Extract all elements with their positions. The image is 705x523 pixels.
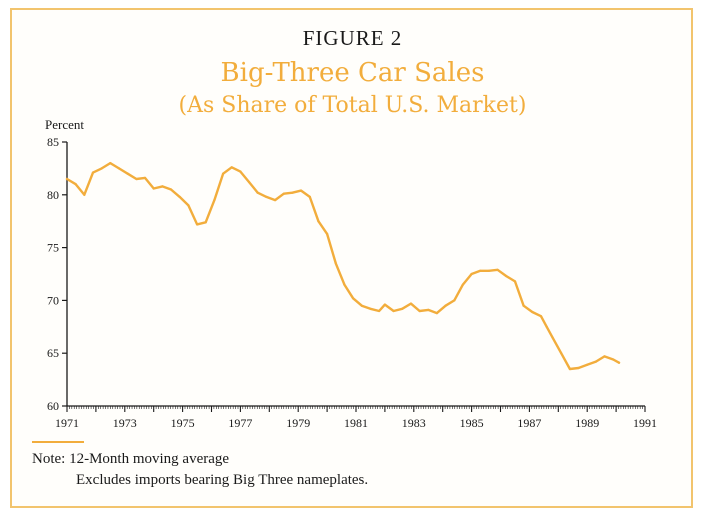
y-tick-label: 80 <box>47 188 59 202</box>
x-tick-label: 1973 <box>113 416 137 430</box>
data-point <box>326 232 329 235</box>
data-point <box>187 204 190 207</box>
data-point <box>531 310 534 314</box>
data-point <box>100 167 103 170</box>
data-point <box>135 177 138 181</box>
data-point <box>612 358 615 361</box>
data-point <box>392 309 395 313</box>
x-tick-label: 1975 <box>171 416 195 430</box>
data-point <box>479 269 482 272</box>
data-point <box>427 308 430 311</box>
data-point <box>65 177 69 181</box>
data-point <box>360 304 363 307</box>
data-point <box>282 192 285 195</box>
x-tick-label: 1977 <box>228 416 252 430</box>
data-point <box>586 363 589 366</box>
data-point <box>265 195 268 198</box>
data-point <box>126 172 129 175</box>
y-tick-label: 75 <box>47 241 59 255</box>
data-point <box>230 166 233 169</box>
data-point <box>248 181 251 184</box>
data-point <box>378 309 381 313</box>
y-tick-label: 65 <box>47 346 59 360</box>
data-point <box>369 307 372 310</box>
data-point <box>409 302 412 305</box>
data-point <box>143 176 147 179</box>
data-point <box>352 297 355 300</box>
note-text-continued: Excludes imports bearing Big Three namep… <box>76 472 369 488</box>
data-point <box>383 303 386 306</box>
data-point <box>239 170 242 173</box>
data-point <box>505 275 508 278</box>
chart-series <box>65 161 621 371</box>
data-point <box>291 191 294 194</box>
data-point <box>343 283 346 286</box>
data-point <box>74 183 77 186</box>
y-axis-label: Percent <box>45 117 84 132</box>
chart-axes: 60 65 70 75 80 85 1971 1973 1975 1977 1979 1981 1983… <box>47 135 657 430</box>
data-point <box>161 185 164 188</box>
series-line <box>65 161 621 371</box>
data-point <box>617 361 621 364</box>
data-point <box>91 171 95 174</box>
chart-subtitle: (As Share of Total U.S. Market) <box>178 93 527 118</box>
data-point <box>487 269 490 272</box>
data-point <box>83 193 86 196</box>
data-point <box>560 352 563 355</box>
data-point <box>334 262 337 265</box>
data-point <box>603 355 606 358</box>
data-point <box>539 315 543 318</box>
data-point <box>522 304 525 307</box>
data-point <box>568 367 572 371</box>
x-tick-label: 1989 <box>575 416 599 430</box>
data-point <box>444 304 447 307</box>
data-point <box>317 220 320 223</box>
note-text: Note: 12-Month moving average <box>32 451 230 467</box>
data-point <box>109 162 112 165</box>
x-tick-label: 1971 <box>55 416 79 430</box>
x-tick-label: 1979 <box>286 416 310 430</box>
data-point <box>545 325 548 328</box>
x-tick-label: 1981 <box>344 416 368 430</box>
y-tick-label: 70 <box>47 293 59 307</box>
data-point <box>300 189 303 192</box>
x-tick-label: 1985 <box>460 416 484 430</box>
data-point <box>418 309 421 313</box>
x-tick-label: 1991 <box>633 416 657 430</box>
data-point <box>435 312 438 315</box>
data-point <box>204 221 207 224</box>
y-tick-label: 60 <box>47 399 59 413</box>
x-tick-label: 1987 <box>517 416 541 430</box>
data-point <box>513 280 517 283</box>
data-point <box>308 195 311 198</box>
data-point <box>461 283 464 286</box>
data-point <box>222 172 225 175</box>
data-point <box>274 199 277 202</box>
x-tick-label: 1983 <box>402 416 426 430</box>
data-point <box>551 336 554 339</box>
data-point <box>213 199 216 202</box>
data-point <box>453 299 456 302</box>
data-point <box>594 360 598 363</box>
figure-label: FIGURE 2 <box>302 26 403 50</box>
data-point <box>577 366 580 370</box>
data-point <box>256 191 259 194</box>
data-point <box>152 187 155 190</box>
note-divider <box>32 441 84 443</box>
figure-frame <box>10 8 693 508</box>
y-tick-label: 85 <box>47 135 59 149</box>
data-point <box>496 268 499 271</box>
data-point <box>470 272 473 276</box>
data-point <box>117 167 121 170</box>
data-point <box>178 195 181 198</box>
chart-title: Big-Three Car Sales <box>220 58 485 88</box>
data-point <box>401 307 404 310</box>
data-point <box>169 188 173 191</box>
data-point <box>196 223 199 226</box>
